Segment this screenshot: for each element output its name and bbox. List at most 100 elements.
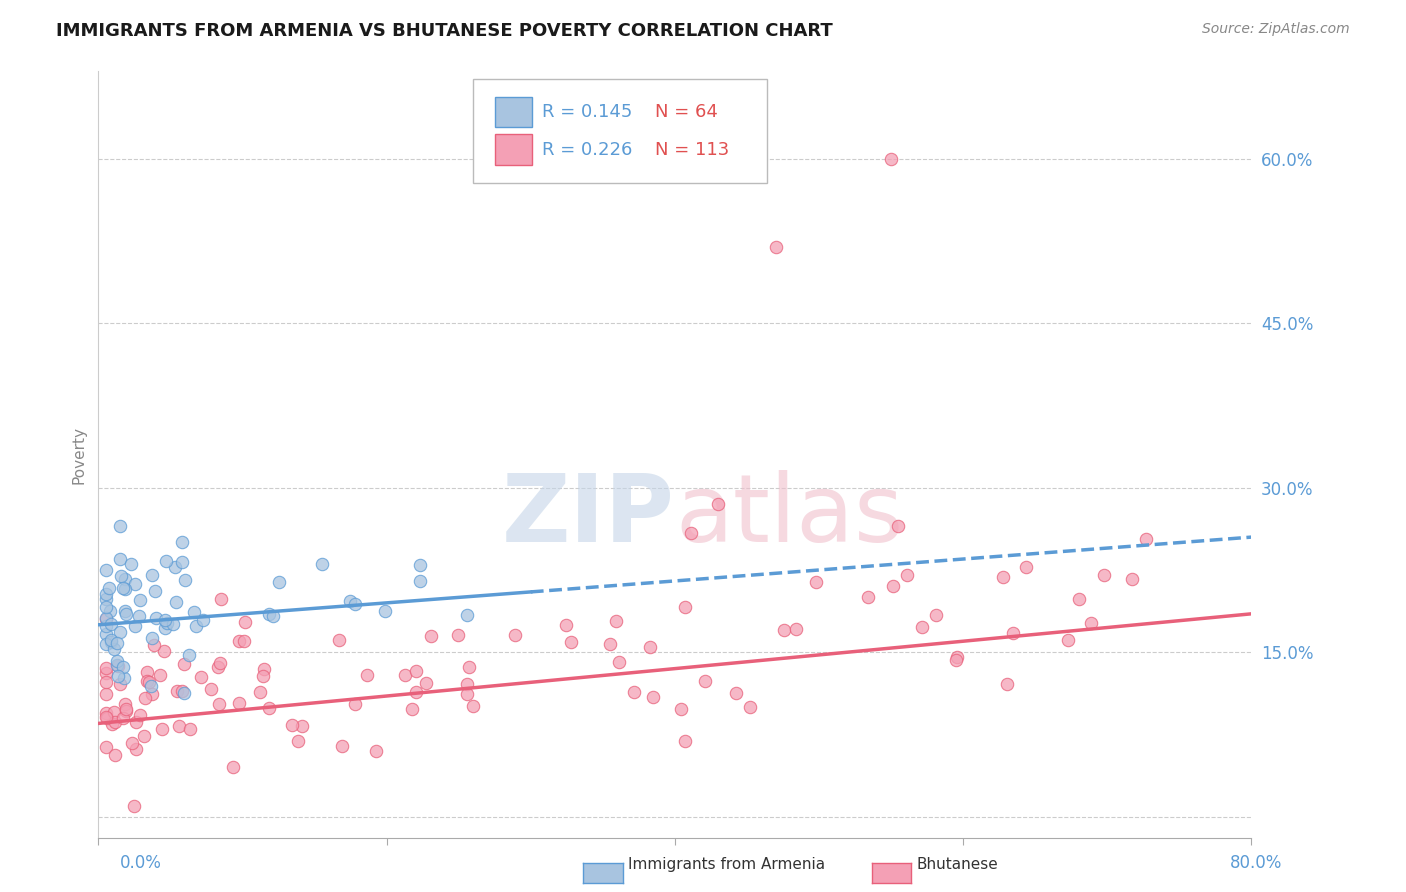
Point: [94, 619, 117, 633]
Point: [1121, 572, 1143, 586]
Point: [103, 705, 125, 719]
Point: [643, 690, 665, 704]
Point: [114, 607, 136, 621]
Point: [233, 615, 256, 629]
Point: [785, 622, 807, 636]
Point: [94, 739, 117, 754]
Point: [1057, 633, 1080, 648]
Point: [94, 706, 117, 720]
FancyBboxPatch shape: [495, 96, 531, 128]
Point: [114, 572, 136, 586]
Point: [128, 608, 150, 623]
Point: [882, 579, 904, 593]
Point: [738, 700, 761, 714]
Point: [141, 687, 163, 701]
Point: [112, 671, 135, 685]
Point: [108, 677, 131, 691]
Point: [155, 613, 177, 627]
Point: [671, 702, 693, 716]
Point: [108, 519, 131, 533]
Point: [858, 590, 880, 604]
Point: [456, 687, 478, 701]
Point: [405, 665, 427, 679]
Point: [108, 625, 131, 640]
Point: [96, 665, 118, 680]
Point: [222, 760, 245, 774]
Point: [107, 669, 129, 683]
Point: [94, 611, 117, 625]
Point: [228, 696, 250, 710]
Text: Bhutanese: Bhutanese: [917, 857, 998, 872]
Point: [94, 688, 117, 702]
Point: [96, 711, 118, 725]
Point: [673, 734, 696, 748]
Point: [111, 711, 134, 725]
Point: [946, 650, 969, 665]
Point: [209, 591, 232, 606]
Point: [280, 717, 302, 731]
Point: [228, 634, 250, 648]
Point: [172, 534, 194, 549]
Point: [640, 640, 662, 655]
Point: [291, 719, 314, 733]
Point: [111, 581, 134, 595]
Point: [100, 716, 122, 731]
Point: [129, 593, 152, 607]
Point: [555, 617, 578, 632]
Point: [104, 714, 127, 729]
Point: [605, 615, 627, 629]
Point: [190, 670, 212, 684]
Point: [394, 668, 416, 682]
Point: [925, 608, 948, 623]
FancyBboxPatch shape: [495, 135, 531, 165]
Point: [139, 679, 162, 693]
Point: [1002, 626, 1025, 640]
Text: R = 0.145: R = 0.145: [543, 103, 633, 121]
Point: [420, 629, 443, 643]
Point: [94, 587, 117, 601]
Point: [135, 674, 157, 689]
Point: [1135, 532, 1157, 546]
Point: [262, 609, 284, 624]
Point: [112, 659, 135, 673]
Point: [122, 798, 145, 813]
Point: [207, 660, 229, 674]
Point: [129, 707, 152, 722]
Point: [100, 635, 122, 649]
Point: [945, 653, 967, 667]
Point: [179, 648, 201, 662]
Text: 0.0%: 0.0%: [120, 855, 162, 872]
Text: N = 64: N = 64: [655, 103, 718, 121]
Text: Source: ZipAtlas.com: Source: ZipAtlas.com: [1202, 22, 1350, 37]
Point: [107, 659, 129, 673]
Point: [100, 616, 122, 631]
Point: [193, 613, 215, 627]
Point: [447, 628, 470, 642]
Point: [155, 554, 177, 568]
Point: [94, 627, 117, 641]
Point: [94, 612, 117, 626]
Point: [599, 637, 621, 651]
Point: [156, 615, 179, 630]
Point: [94, 600, 117, 615]
Point: [105, 635, 128, 649]
Point: [104, 747, 127, 762]
Point: [232, 634, 254, 648]
Point: [172, 683, 194, 698]
Point: [125, 741, 148, 756]
Point: [138, 675, 160, 690]
Point: [162, 616, 184, 631]
Point: [94, 592, 117, 607]
Point: [257, 607, 280, 621]
Point: [344, 597, 367, 611]
Text: ZIP: ZIP: [502, 470, 675, 562]
Point: [673, 600, 696, 615]
Point: [765, 240, 787, 254]
Point: [183, 605, 205, 619]
Point: [110, 568, 132, 582]
Point: [1015, 560, 1038, 574]
Point: [179, 722, 201, 736]
Point: [356, 668, 378, 682]
Point: [896, 568, 918, 582]
Point: [148, 668, 170, 682]
